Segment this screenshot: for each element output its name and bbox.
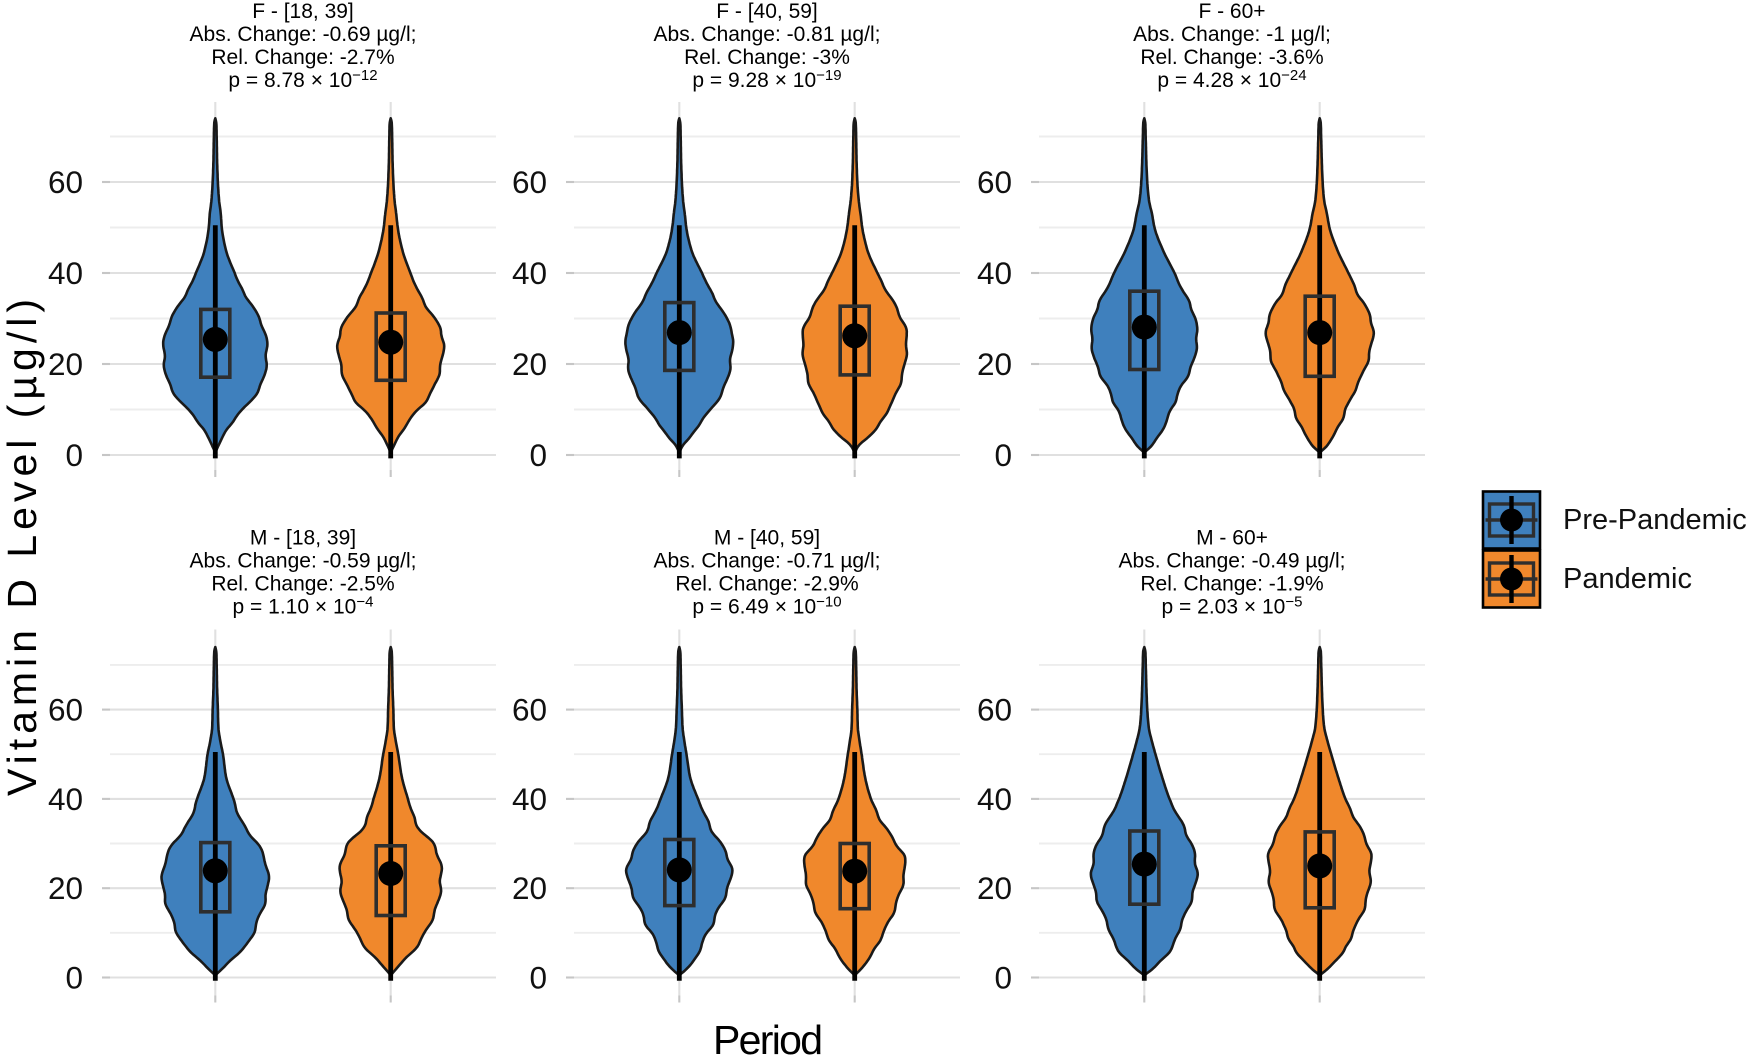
svg-text:20: 20 <box>48 346 83 382</box>
svg-text:Rel. Change: -1.9%: Rel. Change: -1.9% <box>1140 573 1323 596</box>
svg-text:20: 20 <box>48 870 83 906</box>
svg-text:Pre-Pandemic: Pre-Pandemic <box>1563 504 1747 536</box>
svg-text:40: 40 <box>977 781 1012 817</box>
svg-text:Pandemic: Pandemic <box>1563 563 1692 595</box>
svg-text:M - 60+: M - 60+ <box>1196 527 1268 550</box>
svg-text:F - [18, 39]: F - [18, 39] <box>252 0 354 23</box>
svg-text:0: 0 <box>994 437 1012 473</box>
svg-text:Period: Period <box>713 1017 823 1057</box>
svg-text:60: 60 <box>512 692 547 728</box>
svg-text:F - 60+: F - 60+ <box>1198 0 1265 23</box>
svg-text:p = 2.03 × 10−5: p = 2.03 × 10−5 <box>1162 594 1303 619</box>
svg-text:60: 60 <box>977 692 1012 728</box>
svg-text:20: 20 <box>977 870 1012 906</box>
svg-text:Abs. Change: -0.71 µg/l;: Abs. Change: -0.71 µg/l; <box>654 550 881 573</box>
svg-text:Rel. Change: -2.5%: Rel. Change: -2.5% <box>211 573 394 596</box>
svg-text:F - [40, 59]: F - [40, 59] <box>716 0 818 23</box>
svg-text:Vitamin D Level (µg/l): Vitamin D Level (µg/l) <box>0 299 45 796</box>
svg-text:60: 60 <box>48 692 83 728</box>
svg-text:0: 0 <box>65 437 83 473</box>
svg-text:40: 40 <box>512 255 547 291</box>
svg-text:Abs. Change: -0.69 µg/l;: Abs. Change: -0.69 µg/l; <box>190 23 417 46</box>
svg-text:Rel. Change: -2.7%: Rel. Change: -2.7% <box>211 46 394 69</box>
svg-text:M - [18, 39]: M - [18, 39] <box>250 527 356 550</box>
svg-text:Rel. Change: -3%: Rel. Change: -3% <box>684 46 850 69</box>
svg-text:0: 0 <box>994 960 1012 996</box>
svg-text:20: 20 <box>977 346 1012 382</box>
svg-text:0: 0 <box>529 960 547 996</box>
svg-text:Abs. Change: -0.49 µg/l;: Abs. Change: -0.49 µg/l; <box>1119 550 1346 573</box>
svg-text:Rel. Change: -2.9%: Rel. Change: -2.9% <box>675 573 858 596</box>
svg-text:40: 40 <box>977 255 1012 291</box>
svg-text:20: 20 <box>512 870 547 906</box>
svg-text:p = 1.10 × 10−4: p = 1.10 × 10−4 <box>233 594 374 619</box>
svg-text:0: 0 <box>65 960 83 996</box>
svg-text:60: 60 <box>512 164 547 200</box>
svg-text:Rel. Change: -3.6%: Rel. Change: -3.6% <box>1140 46 1323 69</box>
svg-text:M - [40, 59]: M - [40, 59] <box>714 527 820 550</box>
svg-text:Abs. Change: -0.59 µg/l;: Abs. Change: -0.59 µg/l; <box>190 550 417 573</box>
svg-text:20: 20 <box>512 346 547 382</box>
svg-text:Abs. Change: -1 µg/l;: Abs. Change: -1 µg/l; <box>1133 23 1331 46</box>
svg-text:60: 60 <box>48 164 83 200</box>
svg-text:60: 60 <box>977 164 1012 200</box>
svg-text:Abs. Change: -0.81 µg/l;: Abs. Change: -0.81 µg/l; <box>654 23 881 46</box>
svg-text:40: 40 <box>48 781 83 817</box>
svg-text:40: 40 <box>512 781 547 817</box>
svg-text:40: 40 <box>48 255 83 291</box>
svg-text:0: 0 <box>529 437 547 473</box>
